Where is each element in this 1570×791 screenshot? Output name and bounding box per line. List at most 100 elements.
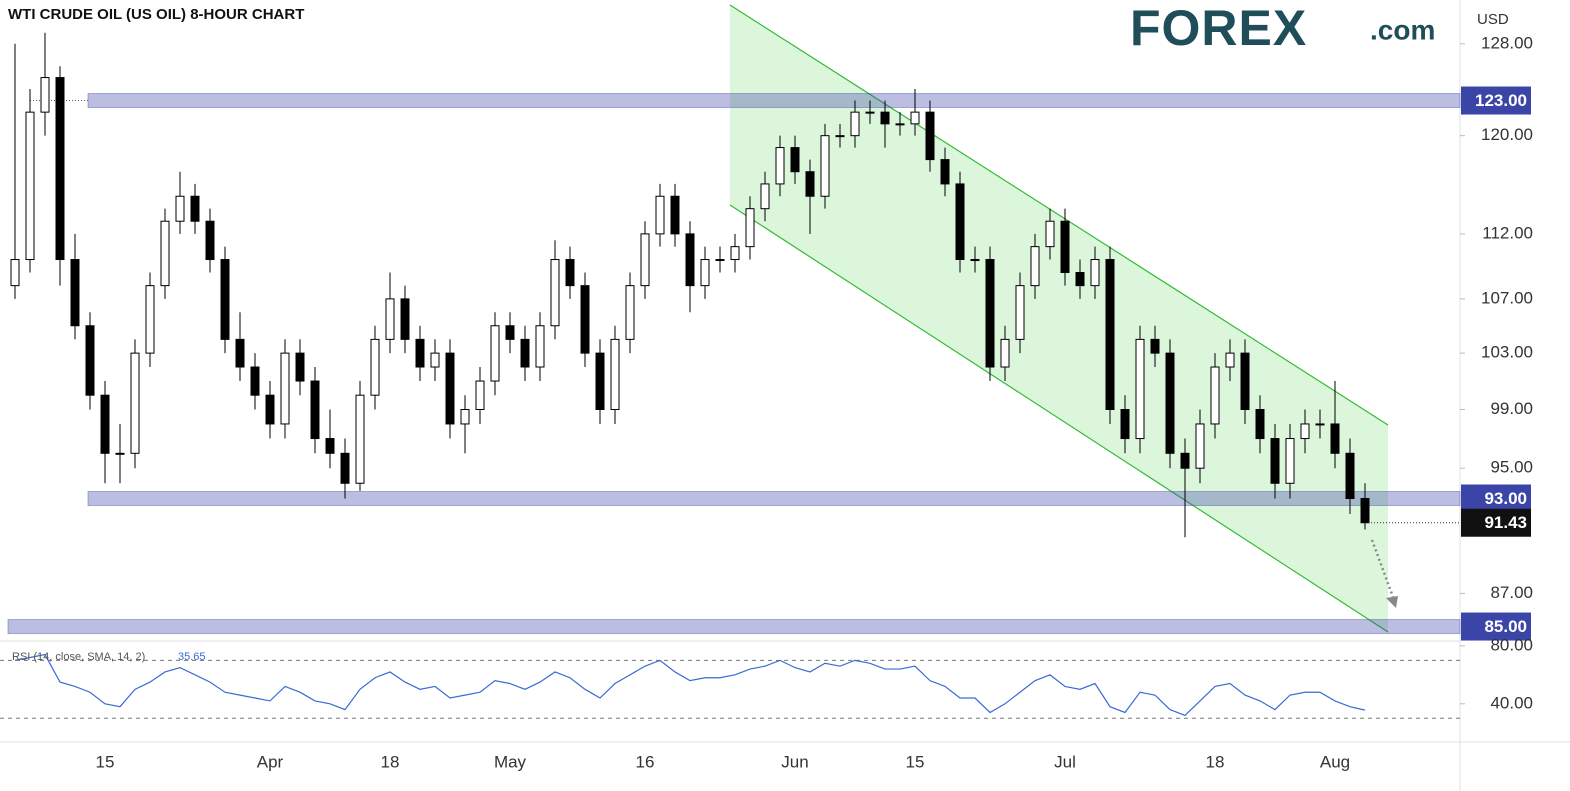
candle-body [880, 111, 890, 125]
candle-body [685, 233, 695, 287]
marks [0, 32, 1461, 719]
candle-body [475, 380, 485, 411]
candle-body [175, 195, 185, 222]
candle-body [730, 246, 740, 261]
candle-body [1180, 452, 1190, 469]
brand: FOREX [1130, 0, 1307, 56]
channel-upper [729, 4, 1389, 426]
x-tick-label: Jun [781, 752, 808, 771]
candle-body [145, 285, 155, 354]
candle-body [340, 452, 350, 484]
candle-body [610, 338, 620, 411]
rsi-label: RSI (14, close, SMA, 14, 2) [12, 651, 145, 663]
level-band [87, 491, 1461, 507]
chart-title: WTI CRUDE OIL (US OIL) 8-HOUR CHART [8, 6, 304, 23]
candle-body [1150, 338, 1160, 354]
x-tick-label: 18 [1206, 752, 1225, 771]
candle-body [955, 183, 965, 261]
candle-body [895, 123, 905, 126]
brand-suffix: .com [1370, 14, 1435, 45]
candle-body [1270, 438, 1280, 484]
candle-body [655, 195, 665, 235]
candle-body [130, 352, 140, 454]
candle-body [430, 352, 440, 368]
candle-body [1075, 272, 1085, 287]
candle-body [355, 394, 365, 484]
candle-body [790, 147, 800, 173]
candle-body [1165, 352, 1175, 454]
x-tick-label: 15 [96, 752, 115, 771]
candle-body [595, 352, 605, 411]
candle-body [190, 195, 200, 222]
channel-lower [729, 204, 1389, 633]
candle-body [580, 285, 590, 354]
projection-arrow [1370, 539, 1395, 598]
candle-body [115, 452, 125, 455]
candle-body [835, 135, 845, 138]
candle-body [535, 325, 545, 368]
candle-body [505, 325, 515, 340]
candle-body [445, 352, 455, 425]
candle-body [460, 409, 470, 425]
candle-body [1210, 366, 1220, 425]
candle-body [1045, 220, 1055, 248]
rsi-line [14, 653, 1366, 717]
candle-body [550, 259, 560, 327]
rsi-tick-label: 80.00 [1490, 635, 1533, 654]
candle-body [160, 220, 170, 287]
candle-body [715, 259, 725, 262]
x-tick-label: 16 [636, 752, 655, 771]
candle-body [865, 111, 875, 114]
candle-body [775, 147, 785, 185]
candle-body [490, 325, 500, 382]
candle-body [1330, 423, 1340, 454]
current-price-label: 91.43 [1484, 513, 1527, 532]
candle-body [1000, 338, 1010, 368]
candle-body [1225, 352, 1235, 368]
channel [730, 5, 1388, 632]
candle-body [235, 338, 245, 368]
candle-body [295, 352, 305, 382]
candle-body [670, 195, 680, 235]
candle-body [415, 338, 425, 368]
candle-body [25, 111, 35, 261]
candle-body [940, 159, 950, 185]
candle-body [625, 285, 635, 340]
candle-body [100, 394, 110, 454]
x-tick-label: 15 [906, 752, 925, 771]
candle-body [565, 259, 575, 287]
candle-body [850, 111, 860, 137]
candle-body [205, 220, 215, 261]
level-label: 93.00 [1484, 489, 1527, 508]
candle-body [385, 298, 395, 340]
x-tick-label: 18 [381, 752, 400, 771]
y-tick-label: 128.00 [1481, 33, 1533, 52]
level-band [87, 93, 1461, 109]
current-tag [1461, 508, 1531, 537]
candle-body [40, 77, 50, 113]
candle-body [1360, 498, 1370, 524]
candle-body [55, 77, 65, 261]
x-tick-label: Jul [1054, 752, 1076, 771]
x-tick-label: May [494, 752, 527, 771]
y-tick-label: 99.00 [1490, 399, 1533, 418]
rsi-value: 35.65 [178, 651, 206, 663]
y-tick-label: 95.00 [1490, 458, 1533, 477]
arrow-head [1386, 596, 1398, 608]
y-tick-label: 107.00 [1481, 288, 1533, 307]
candle-body [760, 183, 770, 210]
candle-body [325, 438, 335, 454]
candle-body [280, 352, 290, 425]
currency: USD [1477, 11, 1509, 28]
candle-body [1300, 423, 1310, 440]
level-tag [1461, 86, 1531, 115]
candle-body [250, 366, 260, 396]
y-tick-label: 120.00 [1481, 125, 1533, 144]
candle-body [1240, 352, 1250, 411]
candle-body [745, 208, 755, 248]
level-label: 123.00 [1475, 91, 1527, 110]
candle-body [805, 171, 815, 197]
candle-body [1345, 452, 1355, 500]
